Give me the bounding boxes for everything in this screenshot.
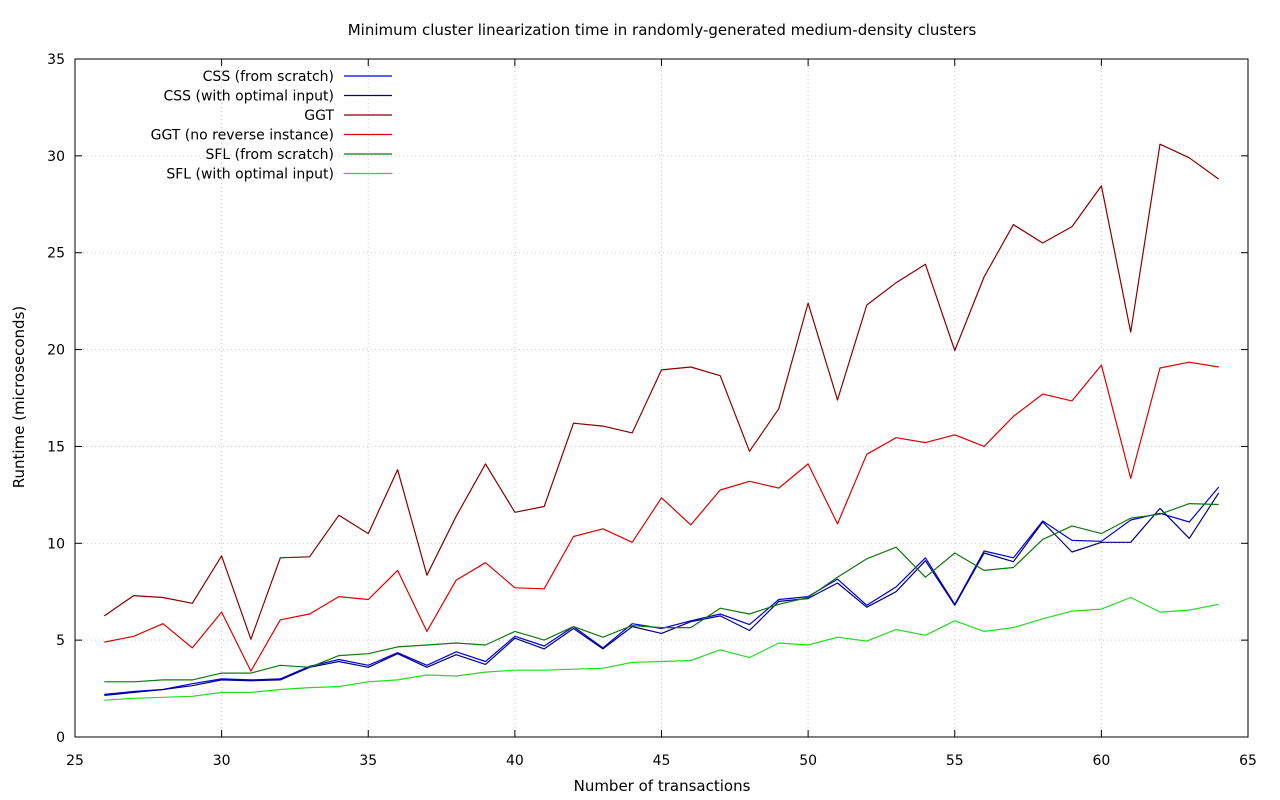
x-tick-label: 45 (653, 753, 671, 769)
x-tick-label: 55 (946, 753, 964, 769)
x-tick-label: 25 (66, 753, 84, 769)
y-axis-title: Runtime (microseconds) (10, 306, 28, 488)
legend-label-css-with-optimal-input: CSS (with optimal input) (164, 89, 334, 105)
legend-label-css-from-scratch: CSS (from scratch) (203, 69, 334, 85)
y-tick-label: 10 (47, 536, 65, 552)
chart-title: Minimum cluster linearization time in ra… (348, 21, 977, 39)
y-tick-label: 5 (56, 633, 65, 649)
y-tick-label: 30 (47, 149, 65, 165)
y-tick-label: 0 (56, 730, 65, 746)
series-line-css-from-scratch (104, 486, 1220, 695)
legend-label-sfl-with-optimal-input: SFL (with optimal input) (166, 167, 334, 183)
y-tick-label: 20 (47, 343, 65, 359)
legend-label-ggt: GGT (304, 108, 334, 124)
x-tick-label: 50 (799, 753, 817, 769)
x-tick-label: 40 (506, 753, 524, 769)
series-line-sfl-with-optimal-input (104, 596, 1219, 701)
y-tick-label: 35 (47, 52, 65, 68)
x-axis-title: Number of transactions (574, 777, 751, 795)
grid-lines (75, 59, 1248, 737)
x-tick-label: 35 (359, 753, 377, 769)
series-line-css-with-optimal-input (104, 492, 1220, 696)
series-lines (103, 143, 1220, 701)
legend-label-ggt-no-reverse-instance: GGT (no reverse instance) (151, 128, 334, 144)
x-tick-label: 60 (1092, 753, 1110, 769)
y-tick-label: 25 (47, 246, 65, 262)
x-tick-label: 30 (213, 753, 231, 769)
series-line-sfl-from-scratch (104, 503, 1219, 683)
legend: CSS (from scratch) CSS (with optimal inpu… (151, 69, 392, 183)
series-line-ggt-no-reverse-instance (104, 361, 1219, 672)
x-tick-label: 65 (1239, 753, 1257, 769)
series-line-ggt (103, 143, 1220, 640)
y-tick-label: 15 (47, 439, 65, 455)
axis-ticks: 25 30 35 40 45 50 55 60 65 0 5 10 15 20 25 30 35 (47, 52, 1257, 769)
legend-label-sfl-from-scratch: SFL (from scratch) (205, 147, 334, 163)
